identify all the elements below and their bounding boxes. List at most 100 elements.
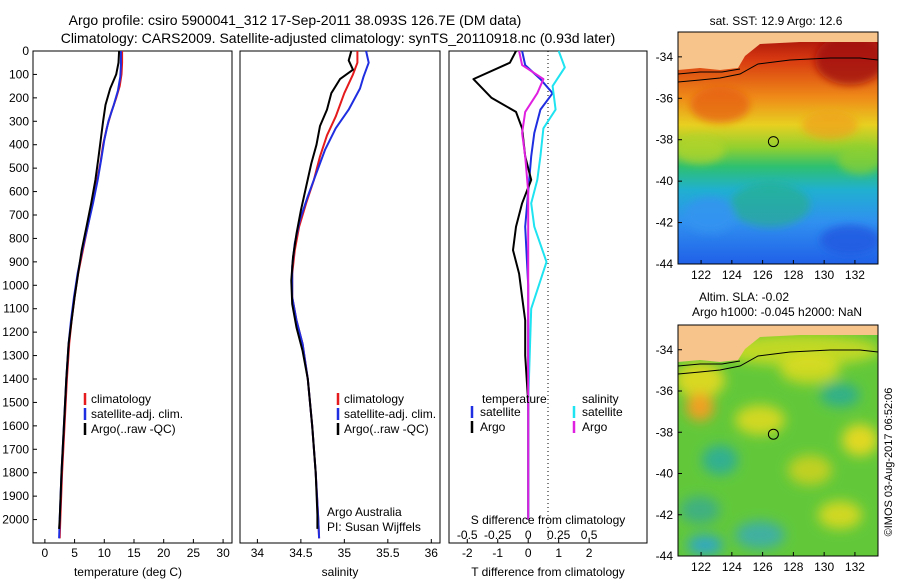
- sla-shelf-contour: [678, 349, 878, 375]
- salinity-x-axis: 34 34.5 35 35.5 36: [251, 539, 439, 560]
- legend-sat-label: satellite-adj. clim.: [344, 407, 436, 421]
- sst-land: [678, 32, 878, 70]
- x-tick-label: 34.5: [289, 546, 313, 560]
- difference-axes-box: [448, 50, 648, 544]
- lat-tick-label: -40: [656, 174, 674, 188]
- legend-clim-label: climatology: [344, 392, 404, 406]
- sst-argo-location-marker: [767, 136, 779, 148]
- series-line-satellite-adj-clim-: [58, 51, 122, 539]
- lon-tick-label: 124: [722, 560, 742, 574]
- lon-tick-label: 122: [691, 560, 711, 574]
- lat-tick-label: -38: [656, 133, 674, 147]
- y-tick-label: 1800: [2, 466, 29, 480]
- x-tick-label: 15: [127, 546, 141, 560]
- temperature-xlabel: temperature (deg C): [74, 565, 182, 579]
- y-tick-label: 1000: [2, 278, 29, 292]
- salinity-panel: 34 34.5 35 35.5 36 salinity climatology sate…: [239, 50, 441, 579]
- title-line1: Argo profile: csiro 5900041_312 17-Sep-2…: [69, 12, 522, 28]
- s-diff-tick-label: -0.25: [484, 528, 512, 542]
- series-line-t-argo: [472, 50, 533, 520]
- sla-argo-location-marker: [767, 428, 779, 440]
- x-tick-label: 20: [157, 546, 171, 560]
- y-tick-label: 1200: [2, 325, 29, 339]
- lon-tick-label: 128: [783, 560, 803, 574]
- s-difference-label: S difference from climatology: [471, 513, 626, 527]
- lon-tick-label: 130: [814, 560, 834, 574]
- x-tick-label: 34: [251, 546, 265, 560]
- y-tick-label: 1700: [2, 442, 29, 456]
- y-tick-label: 300: [9, 114, 29, 128]
- lon-tick-label: 130: [814, 268, 834, 282]
- sla-title-line1: Altim. SLA: -0.02: [699, 290, 789, 304]
- salinity-diff-ticks: -0.5 -0.25 0 0.25 0.5: [457, 528, 598, 542]
- lon-tick-label: 124: [722, 268, 742, 282]
- x-tick-label: 0: [42, 546, 49, 560]
- y-tick-label: 400: [9, 138, 29, 152]
- sst-map-frame: [677, 31, 879, 265]
- lat-tick-label: -42: [656, 508, 674, 522]
- s-diff-tick-label: 0.5: [581, 528, 598, 542]
- salinity-legend: climatology satellite-adj. clim. Argo(..…: [336, 392, 436, 436]
- x-tick-label: 5: [71, 546, 78, 560]
- annotation-argo-australia: Argo Australia: [327, 505, 402, 519]
- series-line-s-argo: [518, 50, 545, 520]
- x-tick-label: 35: [338, 546, 352, 560]
- x-tick-label: 36: [425, 546, 439, 560]
- temperature-profiles: [58, 50, 124, 539]
- x-tick-label: 25: [187, 546, 201, 560]
- y-tick-label: 1300: [2, 349, 29, 363]
- temperature-x-axis: 0 5 10 15 20 25 30: [42, 539, 230, 560]
- salinity-axes-box: [239, 50, 441, 544]
- sla-title-line2: Argo h1000: -0.045 h2000: NaN: [692, 305, 862, 319]
- sla-field: [678, 325, 878, 556]
- lat-tick-label: -44: [656, 257, 674, 271]
- lon-tick-label: 132: [845, 560, 865, 574]
- sst-lon-axis: 122 124 126 128 130 132: [691, 260, 865, 282]
- series-line-satellite-adj-clim-: [291, 50, 370, 539]
- y-tick-label: 500: [9, 161, 29, 175]
- legend-s-argo-label: Argo: [582, 420, 608, 434]
- lon-tick-label: 126: [753, 268, 773, 282]
- s-diff-tick-label: -0.5: [457, 528, 478, 542]
- y-tick-label: 1900: [2, 489, 29, 503]
- x-tick-label: -1: [492, 546, 503, 560]
- lat-tick-label: -34: [656, 343, 674, 357]
- sst-map: sat. SST: 12.9 Argo: 12.6 122 124 126 128 13…: [656, 14, 879, 282]
- y-tick-label: 200: [9, 91, 29, 105]
- y-tick-label: 900: [9, 255, 29, 269]
- sla-lat-axis: -34 -36 -38 -40 -42 -44: [656, 343, 682, 563]
- series-line-argo-raw-qc-: [290, 50, 354, 529]
- y-tick-label: 1100: [3, 302, 29, 316]
- x-tick-label: -2: [462, 546, 473, 560]
- lat-tick-label: -42: [656, 216, 674, 230]
- series-line-s-satellite: [527, 50, 566, 520]
- y-tick-label: 600: [9, 185, 29, 199]
- lon-tick-label: 132: [845, 268, 865, 282]
- temperature-axes-box: [32, 50, 233, 544]
- sla-map: Altim. SLA: -0.02 Argo h1000: -0.045 h20…: [656, 290, 879, 574]
- lat-tick-label: -34: [656, 50, 674, 64]
- temperature-panel: 0100200300400500600700800900100011001200…: [2, 44, 233, 579]
- difference-legend: temperature satellite Argo salinity sate…: [470, 392, 623, 434]
- sla-lon-axis: 122 124 126 128 130 132: [691, 552, 865, 574]
- depth-axis: 0 100 200 300 400 500 600 700 800 900 1000 1100 1200…: [2, 44, 37, 527]
- y-tick-label: 800: [9, 231, 29, 245]
- imos-watermark: ©IMOS 03-Aug-2017 06:52:06: [883, 388, 895, 537]
- sla-map-frame: [677, 324, 879, 557]
- legend-s-sat-label: satellite: [582, 405, 623, 419]
- x-tick-label: 10: [98, 546, 112, 560]
- x-tick-label: 30: [216, 546, 230, 560]
- legend-clim-label: climatology: [91, 392, 151, 406]
- difference-profiles: [472, 50, 566, 520]
- sst-map-title: sat. SST: 12.9 Argo: 12.6: [710, 14, 843, 28]
- legend-argo-label: Argo(..raw -QC): [91, 422, 176, 436]
- x-tick-label: 35.5: [376, 546, 400, 560]
- legend-temperature-title: temperature: [482, 392, 547, 406]
- title-line2: Climatology: CARS2009. Satellite-adjuste…: [61, 30, 616, 46]
- x-tick-label: 0: [525, 546, 532, 560]
- y-tick-label: 700: [9, 208, 29, 222]
- x-tick-label: 1: [555, 546, 562, 560]
- s-diff-tick-label: 0.25: [547, 528, 571, 542]
- lat-tick-label: -40: [656, 467, 674, 481]
- y-tick-label: 2000: [2, 513, 29, 527]
